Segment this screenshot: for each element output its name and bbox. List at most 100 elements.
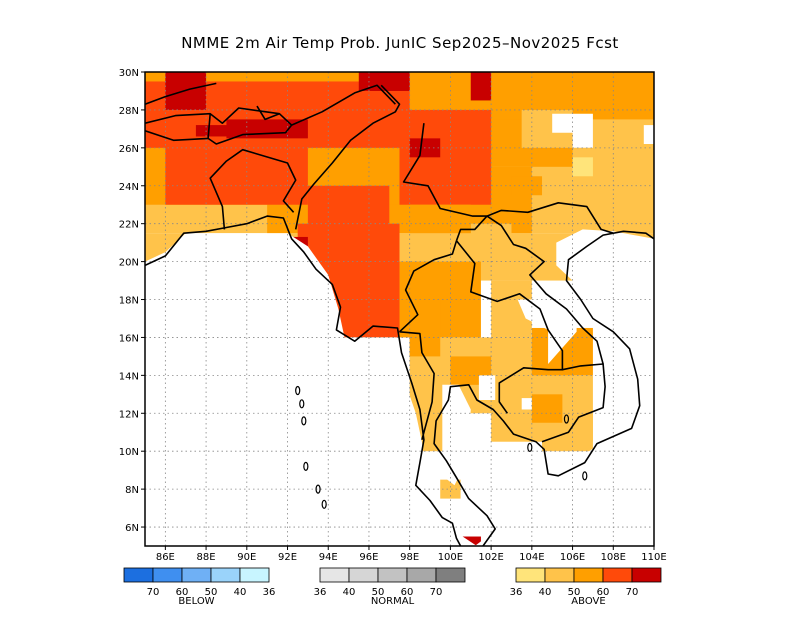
boundary-line bbox=[145, 215, 462, 546]
normal-legend-swatch bbox=[406, 567, 437, 583]
map-frame bbox=[144, 71, 655, 547]
boundary-line bbox=[256, 105, 280, 121]
lon-tick-label: 98E bbox=[400, 552, 419, 563]
above-legend-label: 70 bbox=[626, 587, 639, 598]
normal-legend-swatch bbox=[435, 567, 466, 583]
above-legend-label: 60 bbox=[597, 587, 610, 598]
lon-tick-label: 110E bbox=[641, 552, 666, 563]
above-legend-swatch bbox=[515, 567, 546, 583]
probability-cell bbox=[307, 185, 390, 234]
island-outline bbox=[563, 414, 570, 424]
probability-cells bbox=[145, 72, 654, 546]
probability-cell bbox=[409, 204, 471, 234]
no-signal-area bbox=[442, 384, 471, 486]
below-legend-label: 40 bbox=[234, 587, 247, 598]
normal-legend-swatch bbox=[319, 567, 350, 583]
above-legend-label: 50 bbox=[568, 587, 581, 598]
island-outline bbox=[582, 471, 588, 481]
lon-tick-label: 102E bbox=[478, 552, 503, 563]
lat-tick-label: 18N bbox=[119, 296, 139, 307]
probability-cell bbox=[460, 536, 481, 546]
graticule bbox=[145, 72, 654, 546]
above-legend-swatch bbox=[544, 567, 575, 583]
boundary-line bbox=[486, 215, 604, 365]
lon-tick-label: 106E bbox=[560, 552, 585, 563]
normal-legend-label: 70 bbox=[430, 587, 443, 598]
island-outline bbox=[321, 499, 327, 509]
probability-cell bbox=[358, 72, 410, 91]
above-legend-title: ABOVE bbox=[571, 596, 605, 607]
probability-cell bbox=[531, 394, 563, 423]
normal-legend-label: 40 bbox=[343, 587, 356, 598]
lat-tick-label: 20N bbox=[119, 258, 139, 269]
below-legend-label: 36 bbox=[263, 587, 276, 598]
lat-tick-label: 28N bbox=[119, 106, 139, 117]
below-legend-swatch bbox=[152, 567, 183, 583]
boundary-line bbox=[541, 363, 606, 443]
no-signal-area bbox=[478, 375, 496, 400]
lat-tick-label: 30N bbox=[119, 68, 139, 79]
probability-cell bbox=[440, 479, 461, 499]
boundary-line bbox=[207, 113, 293, 145]
no-signal-area bbox=[643, 125, 654, 144]
boundary-line bbox=[398, 240, 458, 333]
no-signal-area bbox=[145, 233, 477, 546]
normal-legend-label: 60 bbox=[401, 587, 414, 598]
lon-tick-label: 96E bbox=[359, 552, 378, 563]
boundary-line bbox=[402, 123, 614, 234]
boundary-line bbox=[433, 230, 654, 546]
map-title: NMME 2m Air Temp Prob. JunIC Sep2025–Nov… bbox=[181, 34, 619, 52]
below-legend-label: 70 bbox=[147, 587, 160, 598]
normal-legend-swatch bbox=[348, 567, 379, 583]
lat-tick-label: 10N bbox=[119, 447, 139, 458]
lat-tick-label: 12N bbox=[119, 409, 139, 420]
axis-ticks: 6N 8N 10N 12N 14N 16N 18N 20N 22N 24N 26N 28N 30N 86E… bbox=[119, 68, 667, 563]
lat-tick-label: 24N bbox=[119, 182, 139, 193]
probability-cell bbox=[195, 125, 247, 137]
boundary-line bbox=[145, 130, 209, 142]
lon-tick-label: 104E bbox=[519, 552, 544, 563]
lon-tick-label: 90E bbox=[237, 552, 256, 563]
probability-cell bbox=[470, 223, 512, 262]
above-legend-swatch bbox=[573, 567, 604, 583]
legend: 70 60 50 40 36 BELOW 36 40 50 60 70 NORMAL 36 40 50 60 7… bbox=[123, 567, 662, 607]
lat-tick-label: 8N bbox=[125, 485, 139, 496]
normal-legend-label: 36 bbox=[314, 587, 327, 598]
normal-legend-title: NORMAL bbox=[371, 596, 415, 607]
boundary-line bbox=[209, 148, 297, 230]
below-legend-label: 50 bbox=[205, 587, 218, 598]
probability-cell bbox=[511, 176, 543, 196]
below-legend-label: 60 bbox=[176, 587, 189, 598]
island-outline bbox=[299, 399, 305, 409]
no-signal-area bbox=[474, 403, 654, 546]
lon-tick-label: 94E bbox=[319, 552, 338, 563]
lat-tick-label: 6N bbox=[125, 523, 139, 534]
lon-tick-label: 92E bbox=[278, 552, 297, 563]
island-outline bbox=[295, 385, 301, 396]
lat-tick-label: 14N bbox=[119, 371, 139, 382]
lon-tick-label: 108E bbox=[601, 552, 626, 563]
lat-tick-label: 16N bbox=[119, 333, 139, 344]
lat-tick-label: 26N bbox=[119, 144, 139, 155]
lon-tick-label: 88E bbox=[197, 552, 216, 563]
normal-legend-swatch bbox=[377, 567, 408, 583]
island-outline bbox=[315, 484, 321, 494]
boundary-line bbox=[145, 82, 217, 105]
above-legend-swatch bbox=[631, 567, 662, 583]
no-signal-area bbox=[556, 229, 654, 442]
coastlines-and-borders bbox=[145, 82, 654, 546]
normal-legend-label: 50 bbox=[372, 587, 385, 598]
island-outline bbox=[301, 416, 307, 426]
boundary-line bbox=[455, 215, 488, 241]
probability-cell bbox=[572, 157, 593, 177]
below-legend-swatch bbox=[239, 567, 270, 583]
above-legend-label: 40 bbox=[539, 587, 552, 598]
no-signal-area bbox=[517, 299, 577, 364]
lat-tick-label: 22N bbox=[119, 220, 139, 231]
below-legend-title: BELOW bbox=[178, 596, 214, 607]
lon-tick-label: 86E bbox=[156, 552, 175, 563]
island-outline bbox=[303, 461, 309, 471]
boundary-line bbox=[294, 84, 401, 230]
boundary-line bbox=[399, 331, 435, 441]
